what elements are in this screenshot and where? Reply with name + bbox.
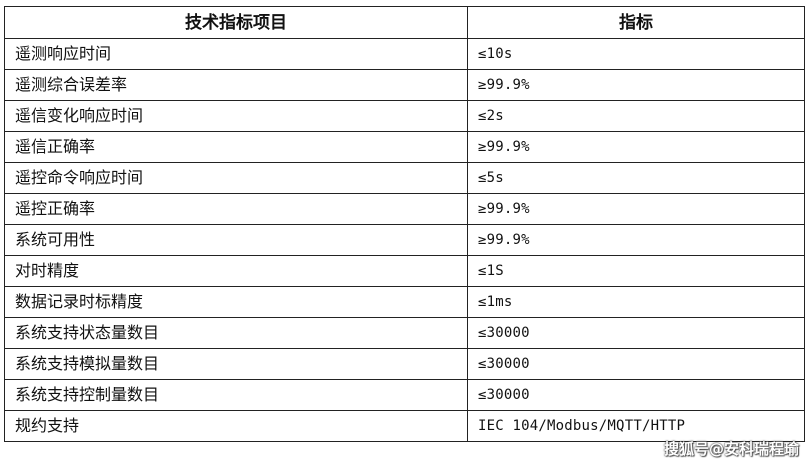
- row-item: 系统支持模拟量数目: [4, 348, 468, 380]
- row-item: 遥信正确率: [4, 131, 468, 163]
- table-row: 系统可用性 ≥99.9%: [4, 224, 805, 256]
- header-value: 指标: [467, 6, 805, 39]
- row-value: ≤30000: [467, 317, 805, 349]
- row-value: ≥99.9%: [467, 193, 805, 225]
- table-row: 系统支持控制量数目 ≤30000: [4, 379, 805, 411]
- row-item: 遥测综合误差率: [4, 69, 468, 101]
- row-item: 遥控正确率: [4, 193, 468, 225]
- table-row: 遥信变化响应时间 ≤2s: [4, 100, 805, 132]
- row-item: 遥控命令响应时间: [4, 162, 468, 194]
- table-row: 数据记录时标精度 ≤1ms: [4, 286, 805, 318]
- table-row: 规约支持 IEC 104/Modbus/MQTT/HTTP: [4, 410, 805, 442]
- row-value: ≤1S: [467, 255, 805, 287]
- table-row: 系统支持模拟量数目 ≤30000: [4, 348, 805, 380]
- row-value: ≤30000: [467, 379, 805, 411]
- row-item: 遥信变化响应时间: [4, 100, 468, 132]
- table-row: 遥测综合误差率 ≥99.9%: [4, 69, 805, 101]
- row-value: ≤1ms: [467, 286, 805, 318]
- row-item: 系统可用性: [4, 224, 468, 256]
- row-value: ≤2s: [467, 100, 805, 132]
- row-value: ≤5s: [467, 162, 805, 194]
- row-value: ≥99.9%: [467, 224, 805, 256]
- row-value: ≥99.9%: [467, 69, 805, 101]
- row-item: 数据记录时标精度: [4, 286, 468, 318]
- table-row: 对时精度 ≤1S: [4, 255, 805, 287]
- row-item: 系统支持状态量数目: [4, 317, 468, 349]
- row-item: 遥测响应时间: [4, 38, 468, 70]
- table-row: 遥测响应时间 ≤10s: [4, 38, 805, 70]
- row-value: ≥99.9%: [467, 131, 805, 163]
- row-value: IEC 104/Modbus/MQTT/HTTP: [467, 410, 805, 442]
- table-row: 遥信正确率 ≥99.9%: [4, 131, 805, 163]
- row-item: 规约支持: [4, 410, 468, 442]
- row-value: ≤30000: [467, 348, 805, 380]
- watermark: 搜狐号@安科瑞程瑜: [663, 440, 799, 458]
- row-item: 系统支持控制量数目: [4, 379, 468, 411]
- table-row: 遥控正确率 ≥99.9%: [4, 193, 805, 225]
- spec-table: 技术指标项目 指标 遥测响应时间 ≤10s 遥测综合误差率 ≥99.9% 遥信变…: [4, 6, 805, 442]
- table-row: 遥控命令响应时间 ≤5s: [4, 162, 805, 194]
- row-value: ≤10s: [467, 38, 805, 70]
- header-item: 技术指标项目: [4, 6, 468, 39]
- table-row: 系统支持状态量数目 ≤30000: [4, 317, 805, 349]
- row-item: 对时精度: [4, 255, 468, 287]
- table-header-row: 技术指标项目 指标: [4, 6, 805, 39]
